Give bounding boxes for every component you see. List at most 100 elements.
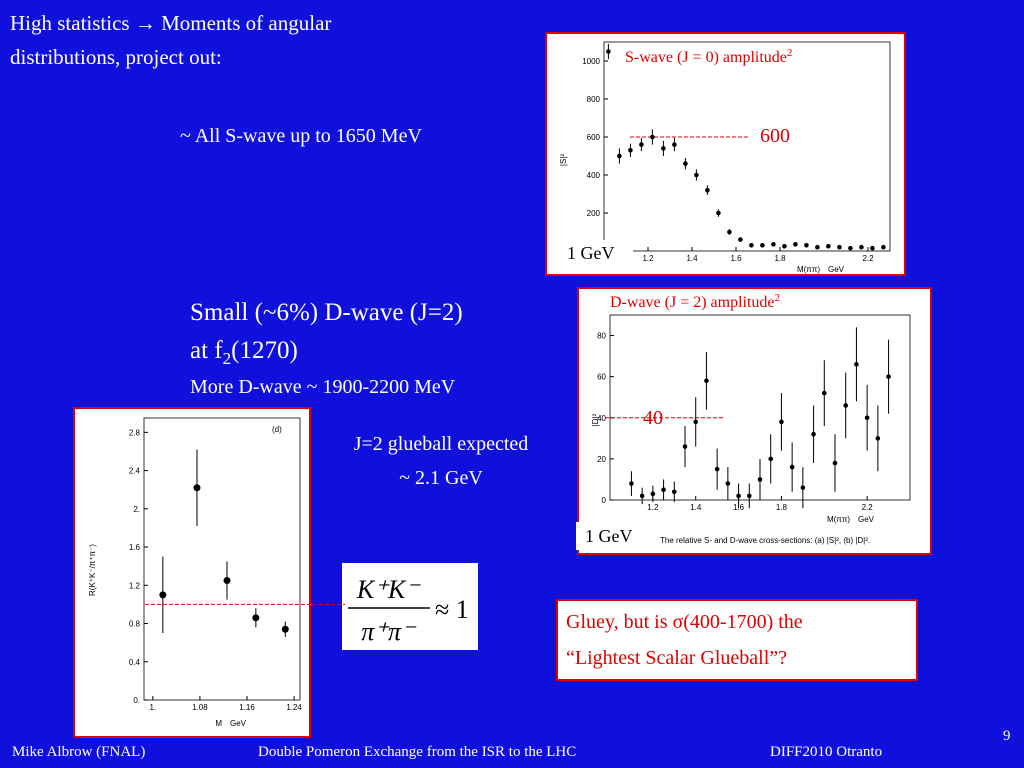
plot-box — [545, 32, 906, 276]
note: 1 GeV — [567, 243, 615, 263]
y-tick-label: 0.4 — [129, 658, 141, 667]
y-tick-label: 2. — [133, 505, 140, 514]
title-superscript: 2 — [787, 47, 793, 59]
title-text: S-wave (J = 0) amplitude — [625, 49, 787, 66]
data-point — [704, 378, 709, 384]
text-part: (1270) — [231, 337, 298, 364]
y-tick-label: 0.8 — [129, 620, 141, 629]
title-bg — [600, 290, 890, 314]
y-tick-label: 0. — [133, 696, 140, 705]
y-tick-label: 400 — [587, 171, 601, 180]
data-point — [281, 625, 289, 633]
data-point — [779, 419, 784, 425]
gluey-line: “Lightest Scalar Glueball”? — [566, 647, 787, 669]
glueball-line: ~ 2.1 GeV — [399, 467, 483, 489]
data-point — [854, 362, 859, 367]
data-point — [815, 244, 820, 250]
x-tick-label: 1.2 — [647, 503, 659, 512]
d-wave-line: at f2(1270) — [190, 337, 298, 368]
note-bg — [576, 522, 654, 550]
data-point — [650, 134, 655, 140]
y-tick-label: 0 — [602, 496, 607, 505]
d-wave-line: Small (~6%) D-wave (J=2) — [190, 299, 463, 326]
x-tick-label: 1.4 — [690, 503, 702, 512]
title-text: D-wave (J = 2) amplitude — [610, 294, 775, 311]
data-point — [804, 243, 809, 248]
caption: The relative S- and D-wave cross-section… — [660, 536, 870, 545]
plot-title: D-wave (J = 2) amplitude2 — [610, 292, 780, 311]
title-line: distributions, project out: — [10, 45, 222, 69]
data-point — [793, 242, 798, 247]
d-wave-line: More D-wave ~ 1900-2200 MeV — [190, 376, 456, 398]
data-point — [800, 485, 806, 490]
data-point — [694, 172, 699, 178]
data-point — [881, 244, 886, 250]
y-tick-label: 600 — [587, 133, 601, 142]
data-point — [661, 487, 666, 493]
footer-author: Mike Albrow (FNAL) — [12, 744, 145, 760]
x-tick-label: 1.08 — [192, 703, 208, 712]
data-point — [749, 243, 754, 248]
glueball-line: J=2 glueball expected — [354, 433, 529, 455]
data-point — [870, 245, 875, 251]
data-point — [738, 237, 743, 242]
data-point — [727, 229, 732, 235]
formula-numerator: K⁺K⁻ — [356, 575, 421, 604]
x-axis-unit: GeV — [828, 265, 845, 274]
data-point — [682, 444, 688, 449]
page-number: 9 — [1003, 728, 1011, 744]
formula-denominator: π⁺π⁻ — [361, 617, 417, 646]
plot-title: S-wave (J = 0) amplitude2 — [625, 47, 792, 66]
formula-rhs: ≈ 1 — [435, 595, 469, 624]
data-point — [859, 244, 864, 250]
x-axis-unit: GeV — [858, 515, 875, 524]
gluey-box — [556, 599, 918, 681]
data-point — [757, 477, 763, 482]
plot-frame — [603, 41, 891, 252]
data-point — [771, 242, 776, 247]
subscript: 2 — [223, 349, 232, 368]
gluey-line: Gluey, but is σ(400-1700) the — [566, 611, 803, 633]
data-point — [768, 456, 774, 462]
data-point — [837, 244, 842, 250]
data-point — [716, 210, 721, 216]
x-tick-label: 1.8 — [774, 254, 786, 263]
y-tick-label: 1.2 — [129, 581, 141, 590]
data-point — [617, 153, 622, 159]
y-tick-label: 800 — [587, 95, 601, 104]
y-axis-label: R(K⁺K⁻/π⁺π⁻) — [88, 544, 97, 596]
formula-box — [342, 563, 478, 650]
y-tick-label: 200 — [587, 209, 601, 218]
plot-box — [73, 407, 311, 738]
y-tick-label: 60 — [597, 373, 606, 382]
x-axis-label: M — [215, 719, 222, 728]
data-point — [725, 481, 731, 486]
x-tick-label: 1.16 — [239, 703, 255, 712]
reference-label: 600 — [760, 125, 790, 147]
x-tick-label: 1.2 — [642, 254, 654, 263]
s-wave-note: ~ All S-wave up to 1650 MeV — [180, 125, 422, 147]
data-point — [760, 243, 765, 248]
text-part: at f — [190, 337, 223, 364]
footer-event: DIFF2010 Otranto — [770, 744, 882, 760]
data-point — [650, 491, 656, 497]
x-tick-label: 1.8 — [776, 503, 788, 512]
x-tick-label: 1.4 — [686, 254, 698, 263]
reference-label: 40 — [643, 407, 663, 429]
plot-box — [577, 287, 932, 555]
y-axis-label: |S|² — [559, 154, 568, 166]
plot-frame — [143, 417, 301, 701]
data-point — [864, 415, 870, 421]
x-tick-label: 1. — [149, 703, 156, 712]
y-tick-label: 1.6 — [129, 543, 141, 552]
panel-label: (d) — [272, 425, 282, 434]
title-superscript: 2 — [775, 292, 781, 304]
data-point — [639, 142, 644, 147]
data-point — [628, 148, 633, 153]
data-point — [714, 466, 720, 472]
data-point — [886, 374, 891, 379]
data-point — [672, 142, 677, 147]
data-point — [159, 591, 167, 599]
y-tick-label: 80 — [597, 332, 606, 341]
